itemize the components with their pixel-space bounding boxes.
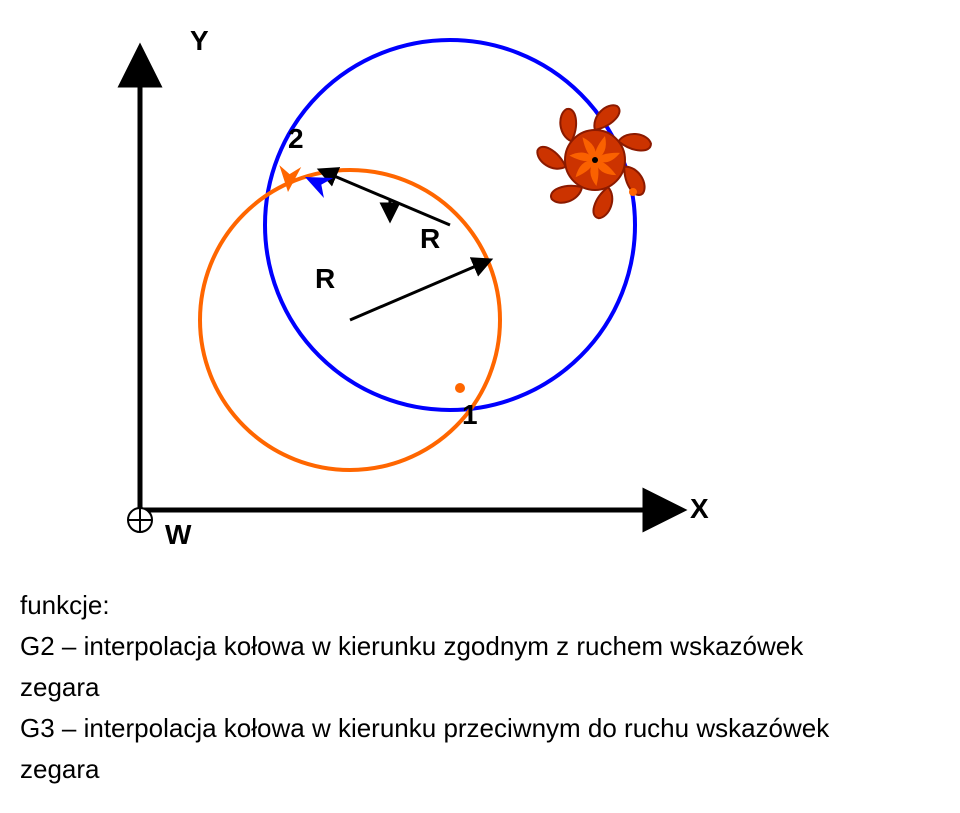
figure-wrap: R R 1 2 <box>20 20 940 787</box>
caption-g2-line1: G2 – interpolacja kołowa w kierunku zgod… <box>20 629 940 664</box>
label-point-2: 2 <box>288 123 304 154</box>
diagram-bg <box>20 20 720 580</box>
label-R-lower: R <box>315 263 335 294</box>
caption-g3-line2: zegara <box>20 752 940 787</box>
label-Y: Y <box>190 25 209 56</box>
caption-g2-line2: zegara <box>20 670 940 705</box>
gear-contact-dot <box>629 188 637 196</box>
label-point-1: 1 <box>462 399 478 430</box>
interpolation-diagram: R R 1 2 <box>20 20 720 580</box>
caption-block: funkcje: G2 – interpolacja kołowa w kier… <box>20 588 940 787</box>
caption-title: funkcje: <box>20 588 940 623</box>
label-R-upper: R <box>420 223 440 254</box>
label-X: X <box>690 493 709 524</box>
label-W: W <box>165 519 192 550</box>
point-1 <box>455 383 465 393</box>
origin-marker <box>128 508 152 532</box>
caption-g3-line1: G3 – interpolacja kołowa w kierunku prze… <box>20 711 940 746</box>
